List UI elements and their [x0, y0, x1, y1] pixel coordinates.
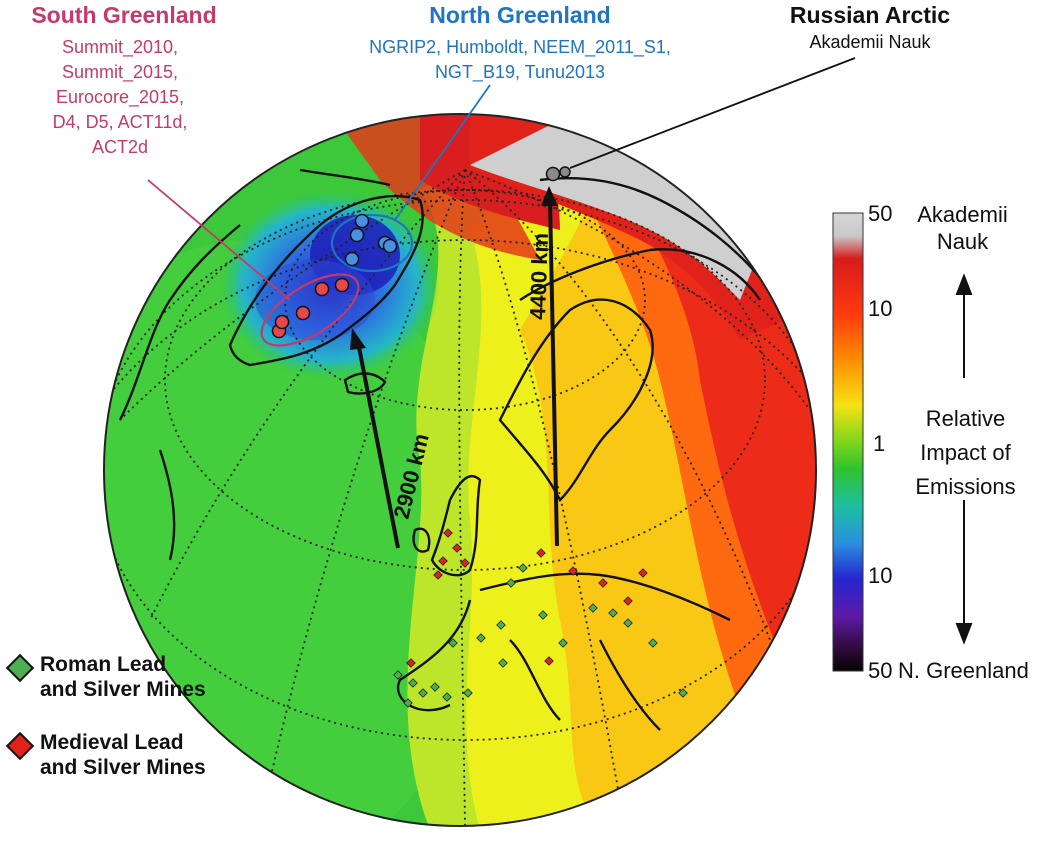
colorbar-arrows	[955, 273, 973, 645]
russian-arctic-title: Russian Arctic	[789, 2, 951, 28]
colorbar-tick-bottom: 50	[868, 658, 893, 683]
south-site-line: Eurocore_2015,	[55, 87, 185, 107]
south-greenland-ellipse	[260, 273, 360, 347]
colorbar	[832, 212, 864, 672]
medieval-mine-swatch	[5, 731, 35, 761]
russian-arctic-sites: Akademii Nauk	[770, 30, 970, 55]
south-site-marker	[314, 281, 330, 297]
south-site-line: Summit_2010,	[61, 37, 179, 57]
russian-site-marker	[559, 166, 571, 178]
legend-medieval: Medieval Lead and Silver Mines	[5, 730, 206, 780]
mine-markers	[393, 528, 688, 708]
colorbar-middle-line: Relative	[925, 406, 1006, 431]
legend-medieval-line1: Medieval Lead	[40, 731, 184, 754]
legend-roman-line1: Roman Lead	[40, 653, 167, 676]
south-site-line: ACT2d	[91, 137, 149, 157]
colorbar-bottom-label: N. Greenland	[898, 658, 1029, 683]
colorbar-middle-line: Emissions	[915, 474, 1016, 499]
north-site-line: NGRIP2, Humboldt, NEEM_2011_S1,	[369, 37, 671, 57]
south-site-marker	[334, 277, 350, 293]
medieval-mine-markers	[406, 528, 648, 668]
ice-core-sites	[260, 166, 571, 347]
legend-roman: Roman Lead and Silver Mines	[5, 652, 206, 702]
colorbar-tick-middle: 1	[873, 431, 886, 456]
legend-roman-line2: and Silver Mines	[40, 678, 206, 701]
north-greenland-title: North Greenland	[429, 2, 611, 28]
north-site-marker	[349, 227, 365, 243]
distance-label-russian: 4400 km	[525, 232, 553, 320]
north-site-marker	[344, 251, 360, 267]
russian-site-marker	[545, 166, 561, 182]
graticule	[104, 169, 816, 826]
north-site-marker	[354, 213, 370, 229]
south-greenland-title: South Greenland	[31, 2, 217, 28]
colorbar-tick-upper: 10	[868, 296, 893, 321]
south-site-marker	[295, 305, 311, 321]
colorbar-top-label: Akademii Nauk	[917, 202, 1008, 254]
north-greenland-sites: NGRIP2, Humboldt, NEEM_2011_S1, NGT_B19,…	[300, 35, 740, 85]
colorbar-middle-line: Impact of	[920, 440, 1011, 465]
north-site-line: NGT_B19, Tunu2013	[434, 62, 606, 82]
russian-site-line: Akademii Nauk	[809, 32, 931, 52]
north-site-marker	[382, 238, 398, 254]
roman-mine-markers	[393, 563, 688, 708]
globe-outline	[103, 113, 817, 827]
callout-lines	[147, 57, 856, 301]
south-greenland-sites: Summit_2010, Summit_2015, Eurocore_2015,…	[20, 35, 220, 160]
colorbar-tick-top: 50	[868, 201, 893, 226]
legend-roman-text: Roman Lead and Silver Mines	[40, 652, 206, 702]
legend-medieval-text: Medieval Lead and Silver Mines	[40, 730, 206, 780]
roman-mine-swatch	[5, 653, 35, 683]
colorbar-middle-label: Relative Impact of Emissions	[893, 402, 1038, 504]
south-site-line: D4, D5, ACT11d,	[52, 112, 188, 132]
legend-medieval-line2: and Silver Mines	[40, 756, 206, 779]
south-site-line: Summit_2015,	[61, 62, 179, 82]
north-greenland-ellipse	[330, 213, 414, 273]
south-site-marker	[274, 314, 290, 330]
colorbar-tick-lower: 10	[868, 563, 893, 588]
